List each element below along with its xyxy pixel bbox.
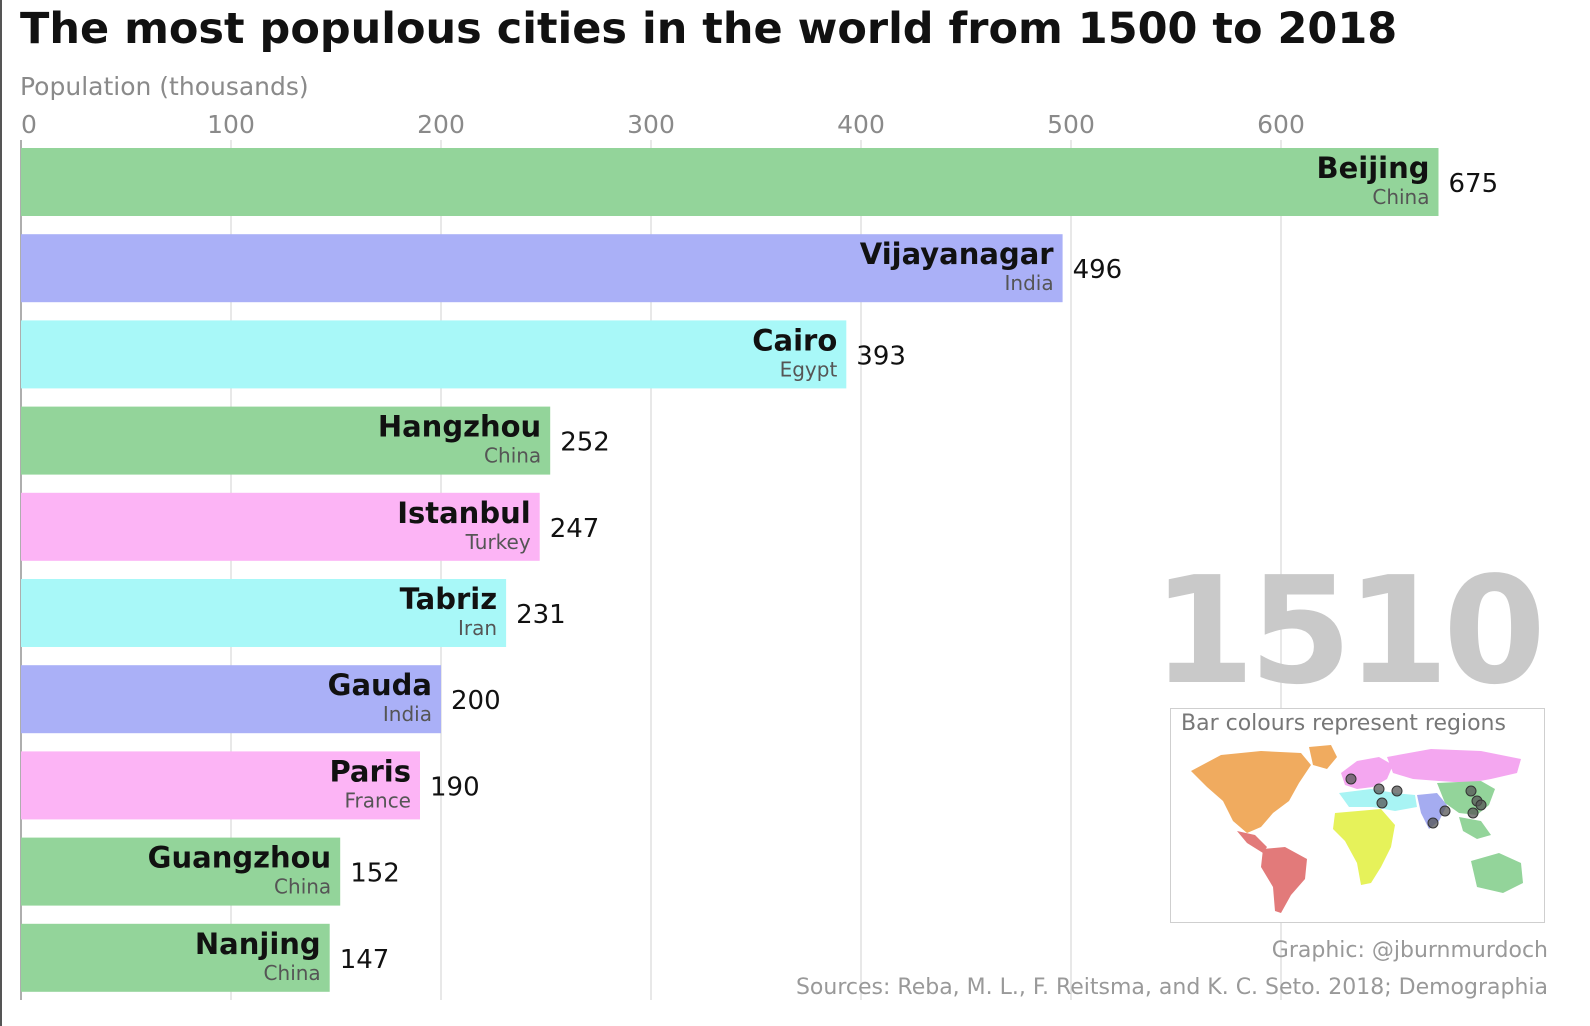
frame-left-border — [0, 0, 2, 1026]
bar-city-label-beijing: Beijing — [1317, 151, 1430, 185]
marker-beijing — [1465, 785, 1477, 797]
bar-city-label-vijayanagar: Vijayanagar — [860, 237, 1055, 271]
bar-value-label-nanjing: 147 — [340, 945, 390, 975]
world-map-icon — [1191, 745, 1523, 913]
bar-value-label-hangzhou: 252 — [560, 428, 610, 458]
map-southeast-asia — [1459, 817, 1491, 839]
bar-country-label-tabriz: Iran — [458, 616, 497, 640]
bar-guangzhou — [21, 837, 341, 906]
map-central-america — [1237, 831, 1267, 853]
bar-country-label-cairo: Egypt — [780, 357, 838, 381]
bar-city-label-gauda: Gauda — [328, 668, 432, 702]
bar-country-label-nanjing: China — [264, 961, 321, 985]
tick-label-500: 500 — [1047, 110, 1095, 139]
bar-country-label-istanbul: Turkey — [465, 530, 531, 554]
bar-city-label-hangzhou: Hangzhou — [378, 410, 541, 444]
marker-gauda — [1439, 805, 1451, 817]
bar-value-label-paris: 190 — [430, 772, 480, 802]
bar-value-label-gauda: 200 — [451, 686, 501, 716]
tick-label-600: 600 — [1257, 110, 1305, 139]
bar-country-label-gauda: India — [383, 702, 432, 726]
map-north-asia — [1387, 749, 1521, 783]
bar-nanjing — [21, 923, 330, 992]
bar-tabriz — [21, 579, 507, 647]
bar-beijing — [21, 148, 1439, 216]
bar-value-label-istanbul: 247 — [550, 514, 600, 544]
map-europe — [1341, 757, 1393, 789]
marker-tabriz — [1391, 785, 1403, 797]
bar-country-label-guangzhou: China — [274, 875, 331, 899]
bar-country-label-hangzhou: China — [484, 444, 541, 468]
marker-vijayanagar — [1427, 817, 1439, 829]
graphic-credit: Graphic: @jburnmurdoch — [1271, 938, 1548, 963]
bar-city-label-paris: Paris — [329, 754, 411, 788]
tick-label-200: 200 — [417, 110, 465, 139]
map-south-asia — [1417, 793, 1447, 829]
city-markers — [1345, 773, 1487, 829]
bar-paris — [21, 751, 420, 820]
bar-value-label-vijayanagar: 496 — [1073, 255, 1123, 285]
tick-label-300: 300 — [627, 110, 675, 139]
bar-value-label-beijing: 675 — [1449, 169, 1499, 199]
marker-istanbul — [1373, 783, 1385, 795]
bar-value-label-guangzhou: 152 — [350, 859, 400, 889]
tick-label-0: 0 — [21, 110, 37, 139]
map-australia — [1471, 853, 1523, 893]
bar-value-label-cairo: 393 — [856, 341, 906, 371]
bar-cairo — [21, 320, 847, 389]
bar-country-label-paris: France — [344, 788, 411, 812]
bar-value-label-tabriz: 231 — [516, 600, 566, 630]
year-label: 1510 — [1152, 545, 1546, 717]
marker-guangzhou — [1467, 807, 1479, 819]
bar-hangzhou — [21, 406, 551, 475]
bar-city-label-cairo: Cairo — [752, 323, 837, 357]
map-north-america — [1191, 751, 1311, 833]
bar-vijayanagar — [21, 234, 1063, 303]
bar-istanbul — [21, 492, 540, 561]
bar-country-label-beijing: China — [1372, 185, 1429, 209]
bar-city-label-tabriz: Tabriz — [400, 582, 498, 616]
marker-cairo — [1376, 797, 1388, 809]
tick-label-400: 400 — [837, 110, 885, 139]
data-sources: Sources: Reba, M. L., F. Reitsma, and K.… — [795, 975, 1548, 1000]
map-greenland — [1309, 745, 1337, 769]
tick-label-100: 100 — [207, 110, 255, 139]
map-south-america — [1261, 847, 1307, 913]
legend-title: Bar colours represent regions — [1181, 711, 1506, 736]
bar-country-label-vijayanagar: India — [1005, 271, 1054, 295]
marker-paris — [1345, 773, 1357, 785]
map-africa — [1333, 809, 1395, 885]
bar-gauda — [21, 665, 441, 734]
chart-title: The most populous cities in the world fr… — [20, 4, 1398, 54]
marker-hangzhou — [1475, 799, 1487, 811]
axis-title: Population (thousands) — [20, 72, 309, 101]
bar-city-label-istanbul: Istanbul — [397, 496, 530, 530]
bar-city-label-guangzhou: Guangzhou — [148, 841, 332, 875]
region-legend: Bar colours represent regions — [1170, 708, 1545, 923]
bar-city-label-nanjing: Nanjing — [195, 927, 321, 961]
